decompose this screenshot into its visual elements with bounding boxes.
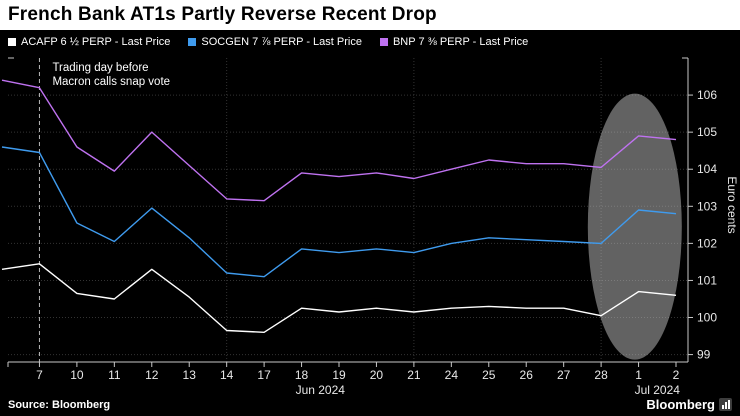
- x-tick-label: 7: [36, 368, 43, 382]
- x-axis-month-label: Jul 2024: [635, 383, 681, 397]
- highlight-ellipse: [587, 93, 682, 360]
- chart-title: French Bank AT1s Partly Reverse Recent D…: [8, 4, 437, 25]
- x-tick-label: 2: [673, 368, 680, 382]
- legend: ACAFP 6 ½ PERP - Last Price SOCGEN 7 ⅞ P…: [8, 36, 528, 48]
- legend-item-bnp[interactable]: BNP 7 ⅜ PERP - Last Price: [379, 36, 529, 48]
- y-tick-label: 105: [697, 125, 717, 139]
- legend-swatch: [379, 38, 388, 46]
- annotation-line1: Trading day before: [52, 62, 148, 74]
- y-tick-label: 104: [697, 162, 717, 176]
- y-tick-label: 101: [697, 273, 717, 287]
- x-tick-label: 13: [183, 368, 197, 382]
- x-tick-label: 19: [332, 368, 346, 382]
- y-tick-label: 103: [697, 199, 717, 213]
- x-tick-label: 26: [520, 368, 534, 382]
- title-bar: French Bank AT1s Partly Reverse Recent D…: [0, 0, 740, 30]
- x-tick-label: 10: [70, 368, 84, 382]
- x-tick-label: 18: [295, 368, 309, 382]
- x-tick-label: 21: [407, 368, 421, 382]
- legend-swatch: [8, 38, 16, 46]
- x-tick-label: 28: [594, 368, 608, 382]
- y-tick-label: 102: [697, 236, 717, 250]
- bloomberg-brand-text: Bloomberg: [646, 397, 715, 412]
- x-axis-month-label: Jun 2024: [296, 383, 346, 397]
- y-axis-title: Euro cents: [725, 176, 739, 233]
- source-label: Source: Bloomberg: [8, 399, 111, 411]
- x-tick-label: 25: [482, 368, 496, 382]
- x-tick-label: 24: [445, 368, 459, 382]
- bloomberg-wordmark: Bloomberg: [646, 397, 732, 412]
- x-tick-label: 17: [257, 368, 271, 382]
- x-tick-label: 20: [370, 368, 384, 382]
- y-tick-label: 99: [697, 348, 711, 362]
- annotation-line2: Macron calls snap vote: [52, 76, 170, 88]
- legend-label: BNP 7 ⅜ PERP - Last Price: [392, 36, 529, 48]
- bloomberg-chart-icon: [719, 398, 732, 411]
- series-line: [1, 146, 677, 278]
- x-tick-label: 12: [145, 368, 159, 382]
- x-tick-label: 11: [108, 368, 121, 382]
- legend-label: SOCGEN 7 ⅞ PERP - Last Price: [201, 36, 362, 48]
- legend-item-socgen[interactable]: SOCGEN 7 ⅞ PERP - Last Price: [188, 36, 362, 48]
- y-tick-label: 100: [697, 311, 717, 325]
- x-tick-label: 1: [635, 368, 642, 382]
- series-line: [1, 263, 677, 333]
- legend-swatch: [188, 38, 197, 46]
- legend-item-acafp[interactable]: ACAFP 6 ½ PERP - Last Price: [8, 36, 170, 48]
- x-tick-label: 14: [220, 368, 234, 382]
- series-line: [1, 79, 677, 202]
- legend-label: ACAFP 6 ½ PERP - Last Price: [21, 36, 171, 48]
- x-tick-label: 27: [557, 368, 571, 382]
- y-tick-label: 106: [697, 88, 717, 102]
